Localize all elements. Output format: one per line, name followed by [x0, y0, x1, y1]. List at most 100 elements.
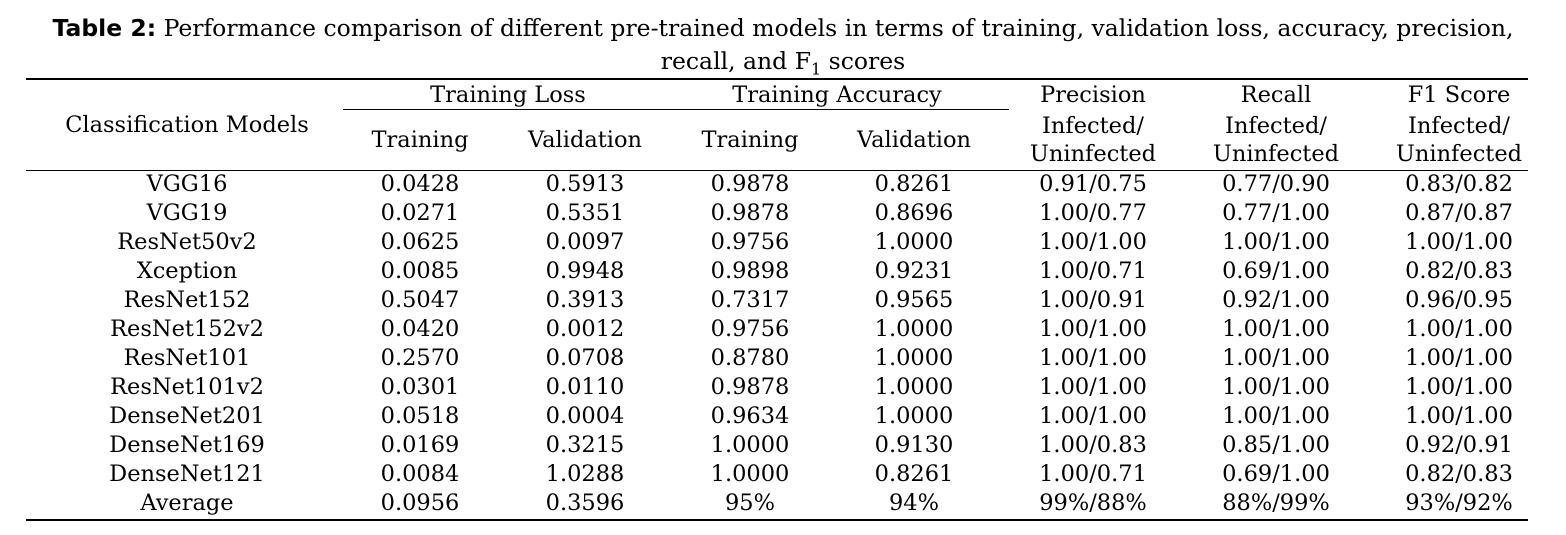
header-training-loss: Training Loss	[430, 82, 586, 108]
row-10-model: DenseNet169	[109, 432, 265, 458]
row-10-f1: 0.92/0.91	[1405, 432, 1513, 458]
row-5-training-loss: 0.5047	[380, 287, 460, 313]
row-10-training-accuracy: 1.0000	[710, 432, 790, 458]
header-precision-classes: Infected/ Uninfected	[1030, 112, 1156, 168]
row-4-validation-accuracy: 0.9231	[874, 258, 954, 284]
row-9-model: DenseNet201	[109, 403, 265, 429]
caption-text: Performance comparison of different pre-…	[156, 14, 1514, 42]
row-7-precision: 1.00/1.00	[1039, 345, 1147, 371]
header-precision-uninfected: Uninfected	[1029, 141, 1157, 167]
row-3-recall: 1.00/1.00	[1222, 229, 1330, 255]
row-3-training-loss: 0.0625	[380, 229, 460, 255]
row-2-model: VGG19	[146, 200, 228, 226]
row-4-validation-loss: 0.9948	[545, 258, 625, 284]
header-f1-classes: Infected/ Uninfected	[1396, 112, 1522, 168]
header-training-accuracy-training: Training	[701, 127, 799, 153]
row-2-training-accuracy: 0.9878	[710, 200, 790, 226]
header-recall: Recall	[1240, 82, 1312, 108]
row-1-validation-loss: 0.5913	[545, 171, 625, 197]
row-6-f1: 1.00/1.00	[1405, 316, 1513, 342]
row-9-recall: 1.00/1.00	[1222, 403, 1330, 429]
row-9-validation-accuracy: 1.0000	[874, 403, 954, 429]
row-3-f1: 1.00/1.00	[1405, 229, 1513, 255]
header-recall-uninfected: Uninfected	[1212, 141, 1340, 167]
row-9-training-accuracy: 0.9634	[710, 403, 790, 429]
row-2-precision: 1.00/0.77	[1039, 200, 1147, 226]
header-training-loss-validation: Validation	[527, 127, 643, 153]
row-average-training-loss: 0.0956	[380, 490, 460, 516]
row-1-validation-accuracy: 0.8261	[874, 171, 954, 197]
header-recall-infected: Infected/	[1225, 113, 1327, 139]
row-5-training-accuracy: 0.7317	[710, 287, 790, 313]
header-f1-score: F1 Score	[1407, 82, 1511, 108]
table-caption: Table 2: Performance comparison of diffe…	[20, 12, 1546, 86]
row-7-recall: 1.00/1.00	[1222, 345, 1330, 371]
header-f1-uninfected: Uninfected	[1395, 141, 1523, 167]
training-loss-underline	[343, 109, 677, 110]
row-11-validation-accuracy: 0.8261	[874, 461, 954, 487]
table-header-rule	[26, 170, 1528, 171]
row-9-training-loss: 0.0518	[380, 403, 460, 429]
row-11-model: DenseNet121	[109, 461, 265, 487]
row-1-training-loss: 0.0428	[380, 171, 460, 197]
row-9-validation-loss: 0.0004	[545, 403, 625, 429]
row-4-recall: 0.69/1.00	[1222, 258, 1330, 284]
row-8-model: ResNet101v2	[110, 374, 264, 400]
row-8-training-accuracy: 0.9878	[710, 374, 790, 400]
row-6-model: ResNet152v2	[110, 316, 264, 342]
row-10-validation-accuracy: 0.9130	[874, 432, 954, 458]
row-5-validation-accuracy: 0.9565	[874, 287, 954, 313]
row-11-f1: 0.82/0.83	[1405, 461, 1513, 487]
row-4-precision: 1.00/0.71	[1039, 258, 1147, 284]
row-10-training-loss: 0.0169	[380, 432, 460, 458]
row-7-validation-loss: 0.0708	[545, 345, 625, 371]
row-1-recall: 0.77/0.90	[1222, 171, 1330, 197]
row-5-recall: 0.92/1.00	[1222, 287, 1330, 313]
header-recall-classes: Infected/ Uninfected	[1213, 112, 1339, 168]
row-average-validation-loss: 0.3596	[545, 490, 625, 516]
row-7-model: ResNet101	[123, 345, 251, 371]
caption-line-1: Table 2: Performance comparison of diffe…	[20, 12, 1546, 45]
row-10-recall: 0.85/1.00	[1222, 432, 1330, 458]
row-7-f1: 1.00/1.00	[1405, 345, 1513, 371]
row-9-precision: 1.00/1.00	[1039, 403, 1147, 429]
row-5-model: ResNet152	[123, 287, 251, 313]
caption-text-3: scores	[821, 47, 906, 75]
header-classification-models: Classification Models	[65, 112, 309, 138]
row-3-training-accuracy: 0.9756	[710, 229, 790, 255]
row-5-validation-loss: 0.3913	[545, 287, 625, 313]
row-2-validation-loss: 0.5351	[545, 200, 625, 226]
row-7-validation-accuracy: 1.0000	[874, 345, 954, 371]
row-average-recall: 88%/99%	[1222, 490, 1330, 516]
caption-text-2: recall, and F	[660, 47, 811, 75]
row-11-validation-loss: 1.0288	[545, 461, 625, 487]
row-6-training-accuracy: 0.9756	[710, 316, 790, 342]
row-4-training-accuracy: 0.9898	[710, 258, 790, 284]
caption-line-2: recall, and F1 scores	[20, 45, 1546, 86]
row-10-validation-loss: 0.3215	[545, 432, 625, 458]
row-average-precision: 99%/88%	[1039, 490, 1147, 516]
row-5-precision: 1.00/0.91	[1039, 287, 1147, 313]
row-average-f1: 93%/92%	[1405, 490, 1513, 516]
row-average-validation-accuracy: 94%	[888, 490, 940, 516]
row-average-training-accuracy: 95%	[724, 490, 776, 516]
row-6-validation-loss: 0.0012	[545, 316, 625, 342]
table-bottom-rule	[26, 519, 1528, 521]
table-top-rule	[26, 78, 1528, 80]
row-3-validation-loss: 0.0097	[545, 229, 625, 255]
header-training-accuracy-validation: Validation	[856, 127, 972, 153]
header-training-loss-training: Training	[371, 127, 469, 153]
row-7-training-accuracy: 0.8780	[710, 345, 790, 371]
row-11-training-accuracy: 1.0000	[710, 461, 790, 487]
row-3-precision: 1.00/1.00	[1039, 229, 1147, 255]
row-8-training-loss: 0.0301	[380, 374, 460, 400]
row-8-recall: 1.00/1.00	[1222, 374, 1330, 400]
row-4-f1: 0.82/0.83	[1405, 258, 1513, 284]
row-3-validation-accuracy: 1.0000	[874, 229, 954, 255]
header-precision-infected: Infected/	[1042, 113, 1144, 139]
row-1-f1: 0.83/0.82	[1405, 171, 1513, 197]
row-average-model: Average	[140, 490, 234, 516]
row-3-model: ResNet50v2	[117, 229, 257, 255]
row-8-precision: 1.00/1.00	[1039, 374, 1147, 400]
row-9-f1: 1.00/1.00	[1405, 403, 1513, 429]
